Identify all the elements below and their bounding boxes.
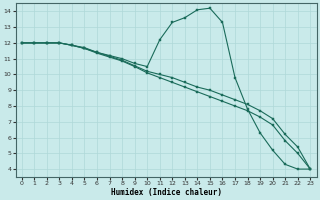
X-axis label: Humidex (Indice chaleur): Humidex (Indice chaleur) — [110, 188, 221, 197]
